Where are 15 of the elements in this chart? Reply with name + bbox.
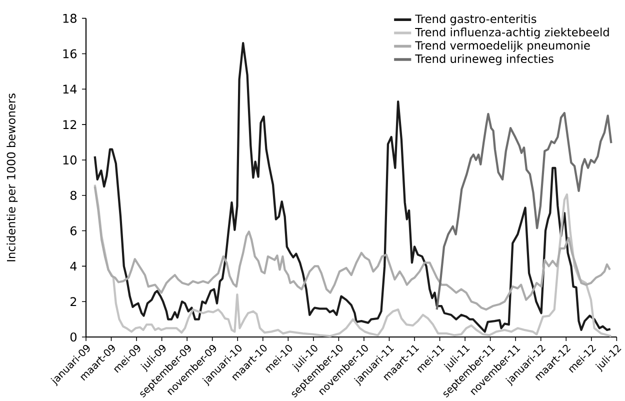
y-tick-label: 4 (70, 262, 77, 271)
legend-label: Trend vermoedelijk pneumonie (415, 40, 590, 52)
y-tick-label: 14 (63, 84, 77, 94)
y-tick-label: 0 (70, 332, 76, 342)
y-tick-label: 8 (70, 190, 76, 200)
y-tick-label: 6 (70, 226, 77, 236)
y-tick-label: 18 (63, 14, 76, 23)
y-tick-label: 10 (63, 155, 76, 164)
legend-label: Trend influenza-achtig ziektebeeld (415, 28, 609, 39)
y-tick-label: 16 (63, 49, 77, 58)
y-tick-label: 2 (70, 297, 76, 306)
y-tick-label: 12 (63, 120, 76, 130)
legend-label: Trend urineweg infecties (415, 54, 554, 66)
legend-label: Trend gastro-enteritis (415, 14, 536, 26)
y-axis-title: Incidentie per 1000 bewoners (6, 94, 18, 262)
